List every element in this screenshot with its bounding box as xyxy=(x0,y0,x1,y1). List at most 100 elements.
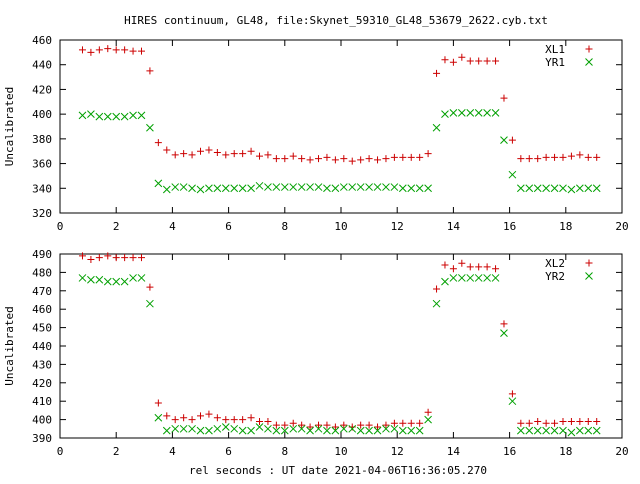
panel-2-xl2-point xyxy=(559,417,567,425)
panel-1-yr1-point xyxy=(390,183,399,191)
panel-2-yr2-point xyxy=(533,426,542,435)
panel-1-y-tick-label: 400 xyxy=(32,108,52,121)
panel-1-x-tick-label: 4 xyxy=(169,220,176,233)
panel-1-xl1-point xyxy=(399,153,407,161)
panel-1-yr1-point xyxy=(483,109,491,117)
panel-1-yr1-point xyxy=(129,111,137,120)
panel-1-xl1-point xyxy=(576,151,584,159)
panel-2-yr2-point xyxy=(592,426,601,435)
panel-2-yr2-point xyxy=(221,423,230,431)
panel-2-x-tick-label: 14 xyxy=(447,445,461,458)
panel-2-xl2-point xyxy=(222,416,230,424)
panel-2-x-tick-label: 0 xyxy=(57,445,64,458)
panel-1-yr1-point xyxy=(289,183,298,191)
panel-1-yr1-point xyxy=(221,184,230,193)
panel-1-xl1-point xyxy=(424,150,432,158)
panel-1-x-tick-label: 18 xyxy=(559,220,572,233)
panel-1-yr1-point xyxy=(457,109,466,117)
panel-2-yr2-point xyxy=(179,424,188,433)
panel-2-x-tick-label: 20 xyxy=(615,445,628,458)
panel-1-yr1-point xyxy=(272,183,281,191)
panel-2-xl2-point xyxy=(137,254,145,262)
panel-2-y-tick-label: 420 xyxy=(32,377,52,390)
panel-1-xl1-point xyxy=(197,147,204,155)
panel-1-xl1-point xyxy=(104,45,112,53)
panel-2-yr2-point xyxy=(238,426,247,435)
panel-2-xl2-point xyxy=(441,261,449,269)
panel-2-yr2-point xyxy=(230,424,239,433)
panel-1-yr1-point xyxy=(103,112,112,121)
panel-1-xl1-point xyxy=(121,46,129,54)
panel-1-xl1-point xyxy=(517,155,525,163)
panel-1-y-tick-label: 440 xyxy=(32,59,52,72)
panel-1-yr1-point xyxy=(213,184,222,193)
panel-2-y-tick-label: 440 xyxy=(32,340,52,353)
panel-1-xl1-point xyxy=(483,57,491,65)
panel-2-y-tick-label: 430 xyxy=(32,358,52,371)
panel-2-xl2-point xyxy=(78,252,86,260)
panel-2-xl2-point xyxy=(492,265,500,273)
panel-2-x-tick-label: 18 xyxy=(559,445,572,458)
panel-2-yr2-point xyxy=(415,426,424,435)
panel-1-xl1-point xyxy=(593,153,601,161)
panel-1-y-tick-label: 340 xyxy=(32,182,52,195)
panel-1-yr1-point xyxy=(171,183,180,191)
panel-1-yr1-point xyxy=(306,183,314,191)
panel-2-yr2-point xyxy=(584,426,593,435)
panel-2-yr2-point xyxy=(306,426,314,435)
panel-2-xl2-point xyxy=(584,417,592,425)
panel-1-yr1-point xyxy=(491,109,500,117)
panel-2-yr2-point xyxy=(474,274,483,282)
panel-1-xl1-point xyxy=(458,53,466,61)
panel-1-y-tick-label: 420 xyxy=(32,83,52,96)
panel-2-xl2-point xyxy=(374,423,382,431)
panel-1-yr1-point xyxy=(373,183,382,191)
panel-2-xl2-point xyxy=(112,254,120,262)
panel-1-yr1-point xyxy=(432,123,441,132)
panel-1-yr1-point xyxy=(441,110,449,118)
panel-2-yr2-point xyxy=(103,277,112,286)
panel-1-yr1-point xyxy=(255,181,264,190)
panel-1-yr1-point xyxy=(205,184,213,193)
panel-2-y-tick-label: 480 xyxy=(32,266,52,279)
panel-2-xl2-point xyxy=(256,417,264,425)
panel-1-xl1-point xyxy=(230,150,238,158)
panel-1-xl1-point xyxy=(95,46,103,54)
panel-1-xl1-point xyxy=(357,156,365,164)
panel-2-xl2-point xyxy=(407,419,415,427)
panel-2-y-tick-label: 400 xyxy=(32,414,52,427)
panel-1-xl1-point xyxy=(306,156,314,164)
panel-1-xl1-point xyxy=(137,47,145,55)
panel-1-yr1-point xyxy=(559,184,567,193)
panel-1-yr1-point xyxy=(533,184,542,193)
panel-1-x-tick-label: 20 xyxy=(615,220,628,233)
panel-1-yr1-point xyxy=(348,183,357,191)
panel-2-yr2-point xyxy=(280,426,289,435)
panel-2-xl2-point xyxy=(104,252,112,260)
panel-2-yr2-point xyxy=(382,424,390,433)
panel-2-plot-frame xyxy=(59,253,623,439)
panel-1-yr1-point xyxy=(196,185,205,194)
panel-2-xl2-point xyxy=(146,283,154,291)
panel-2-yr2-point xyxy=(112,277,121,286)
panel-2-xl2-point xyxy=(315,421,323,429)
panel-1-yr1-point xyxy=(137,111,146,120)
panel-1-xl1-point xyxy=(534,155,542,163)
panel-2-yr2-point xyxy=(120,277,129,286)
panel-1-yr1-point xyxy=(297,183,306,191)
panel-2-yr2-point xyxy=(87,275,95,284)
panel-1-yr1-point xyxy=(238,184,247,193)
panel-2-yr2-point xyxy=(500,329,508,337)
panel-2-yr2-point xyxy=(542,426,550,435)
panel-2-xl2-point xyxy=(466,263,474,271)
panel-1-yr1-point xyxy=(407,184,416,193)
panel-2-xl2-point xyxy=(95,254,103,262)
panel-1-xl1-point xyxy=(272,155,280,163)
panel-1-x-tick-label: 16 xyxy=(503,220,516,233)
panel-1-xl1-point xyxy=(365,155,373,163)
panel-1-yr1-point xyxy=(247,184,255,193)
panel-1-xl1-point xyxy=(584,153,592,161)
panel-2-yr2-point xyxy=(339,424,348,433)
panel-2-xl2-point xyxy=(121,254,129,262)
panel-1-yr1-point xyxy=(516,184,525,193)
